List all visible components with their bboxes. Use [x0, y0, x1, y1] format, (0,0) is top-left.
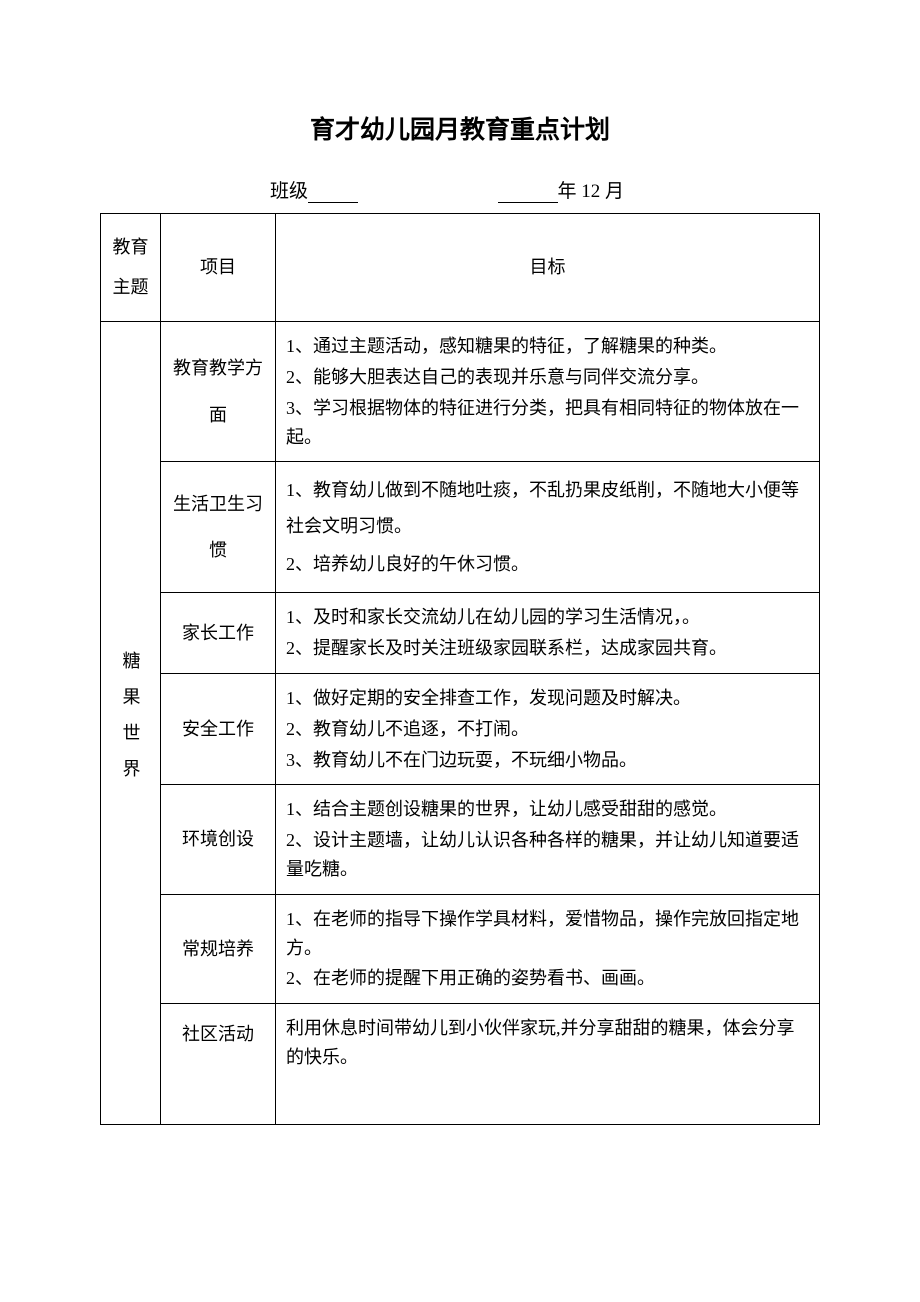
table-row: 常规培养 1、在老师的指导下操作学具材料，爱惜物品，操作完放回指定地方。 2、在…	[101, 894, 820, 1003]
page-title: 育才幼儿园月教育重点计划	[100, 110, 820, 146]
table-row: 社区活动 利用休息时间带幼儿到小伙伴家玩,并分享甜甜的糖果，体会分享的快乐。	[101, 1004, 820, 1125]
theme-text: 糖果世界	[122, 651, 140, 795]
goal-line: 2、提醒家长及时关注班级家园联系栏，达成家园共育。	[286, 634, 809, 663]
goal-line: 2、培养幼儿良好的午休习惯。	[286, 546, 809, 582]
goal-cell: 1、及时和家长交流幼儿在幼儿园的学习生活情况，。 2、提醒家长及时关注班级家园联…	[276, 593, 820, 674]
goal-cell: 1、教育幼儿做到不随地吐痰，不乱扔果皮纸削，不随地大小便等社会文明习惯。 2、培…	[276, 462, 820, 593]
goal-line: 利用休息时间带幼儿到小伙伴家玩,并分享甜甜的糖果，体会分享的快乐。	[286, 1014, 809, 1072]
table-row: 安全工作 1、做好定期的安全排查工作，发现问题及时解决。 2、教育幼儿不追逐，不…	[101, 673, 820, 784]
goal-line: 3、教育幼儿不在门边玩耍，不玩细小物品。	[286, 746, 809, 775]
table-row: 环境创设 1、结合主题创设糖果的世界，让幼儿感受甜甜的感觉。 2、设计主题墙，让…	[101, 785, 820, 894]
header-col-item: 项目	[161, 214, 276, 322]
goal-line: 2、设计主题墙，让幼儿认识各种各样的糖果，并让幼儿知道要适量吃糖。	[286, 826, 809, 884]
table-row: 生活卫生习惯 1、教育幼儿做到不随地吐痰，不乱扔果皮纸削，不随地大小便等社会文明…	[101, 462, 820, 593]
theme-cell: 糖果世界	[101, 322, 161, 1125]
goal-line: 2、教育幼儿不追逐，不打闹。	[286, 715, 809, 744]
table-row: 糖果世界 教育教学方面 1、通过主题活动，感知糖果的特征，了解糖果的种类。 2、…	[101, 322, 820, 462]
goal-line: 1、在老师的指导下操作学具材料，爱惜物品，操作完放回指定地方。	[286, 905, 809, 963]
item-cell: 社区活动	[161, 1004, 276, 1125]
item-cell: 环境创设	[161, 785, 276, 894]
goal-line: 1、教育幼儿做到不随地吐痰，不乱扔果皮纸削，不随地大小便等社会文明习惯。	[286, 472, 809, 544]
table-row: 家长工作 1、及时和家长交流幼儿在幼儿园的学习生活情况，。 2、提醒家长及时关注…	[101, 593, 820, 674]
goal-line: 1、结合主题创设糖果的世界，让幼儿感受甜甜的感觉。	[286, 795, 809, 824]
goal-cell: 1、结合主题创设糖果的世界，让幼儿感受甜甜的感觉。 2、设计主题墙，让幼儿认识各…	[276, 785, 820, 894]
goal-line: 1、通过主题活动，感知糖果的特征，了解糖果的种类。	[286, 332, 809, 361]
table-header-row: 教育主题 项目 目标	[101, 214, 820, 322]
goal-line: 1、做好定期的安全排查工作，发现问题及时解决。	[286, 684, 809, 713]
subheader: 班级 年 12 月	[100, 176, 820, 203]
goal-cell: 1、通过主题活动，感知糖果的特征，了解糖果的种类。 2、能够大胆表达自己的表现并…	[276, 322, 820, 462]
item-cell: 家长工作	[161, 593, 276, 674]
class-blank	[308, 183, 358, 203]
item-cell: 常规培养	[161, 894, 276, 1003]
item-cell: 安全工作	[161, 673, 276, 784]
plan-table: 教育主题 项目 目标 糖果世界 教育教学方面 1、通过主题活动，感知糖果的特征，…	[100, 213, 820, 1125]
month-suffix: 年 12 月	[558, 181, 625, 202]
goal-line: 1、及时和家长交流幼儿在幼儿园的学习生活情况，。	[286, 603, 809, 632]
year-blank	[498, 183, 558, 203]
header-col-goal: 目标	[276, 214, 820, 322]
goal-line: 2、能够大胆表达自己的表现并乐意与同伴交流分享。	[286, 363, 809, 392]
goal-line: 2、在老师的提醒下用正确的姿势看书、画画。	[286, 964, 809, 993]
item-cell: 教育教学方面	[161, 322, 276, 462]
class-label: 班级	[270, 181, 308, 202]
goal-cell: 1、做好定期的安全排查工作，发现问题及时解决。 2、教育幼儿不追逐，不打闹。 3…	[276, 673, 820, 784]
item-cell: 生活卫生习惯	[161, 462, 276, 593]
goal-line: 3、学习根据物体的特征进行分类，把具有相同特征的物体放在一起。	[286, 394, 809, 452]
header-col-theme: 教育主题	[101, 214, 161, 322]
goal-cell: 1、在老师的指导下操作学具材料，爱惜物品，操作完放回指定地方。 2、在老师的提醒…	[276, 894, 820, 1003]
goal-cell: 利用休息时间带幼儿到小伙伴家玩,并分享甜甜的糖果，体会分享的快乐。	[276, 1004, 820, 1125]
